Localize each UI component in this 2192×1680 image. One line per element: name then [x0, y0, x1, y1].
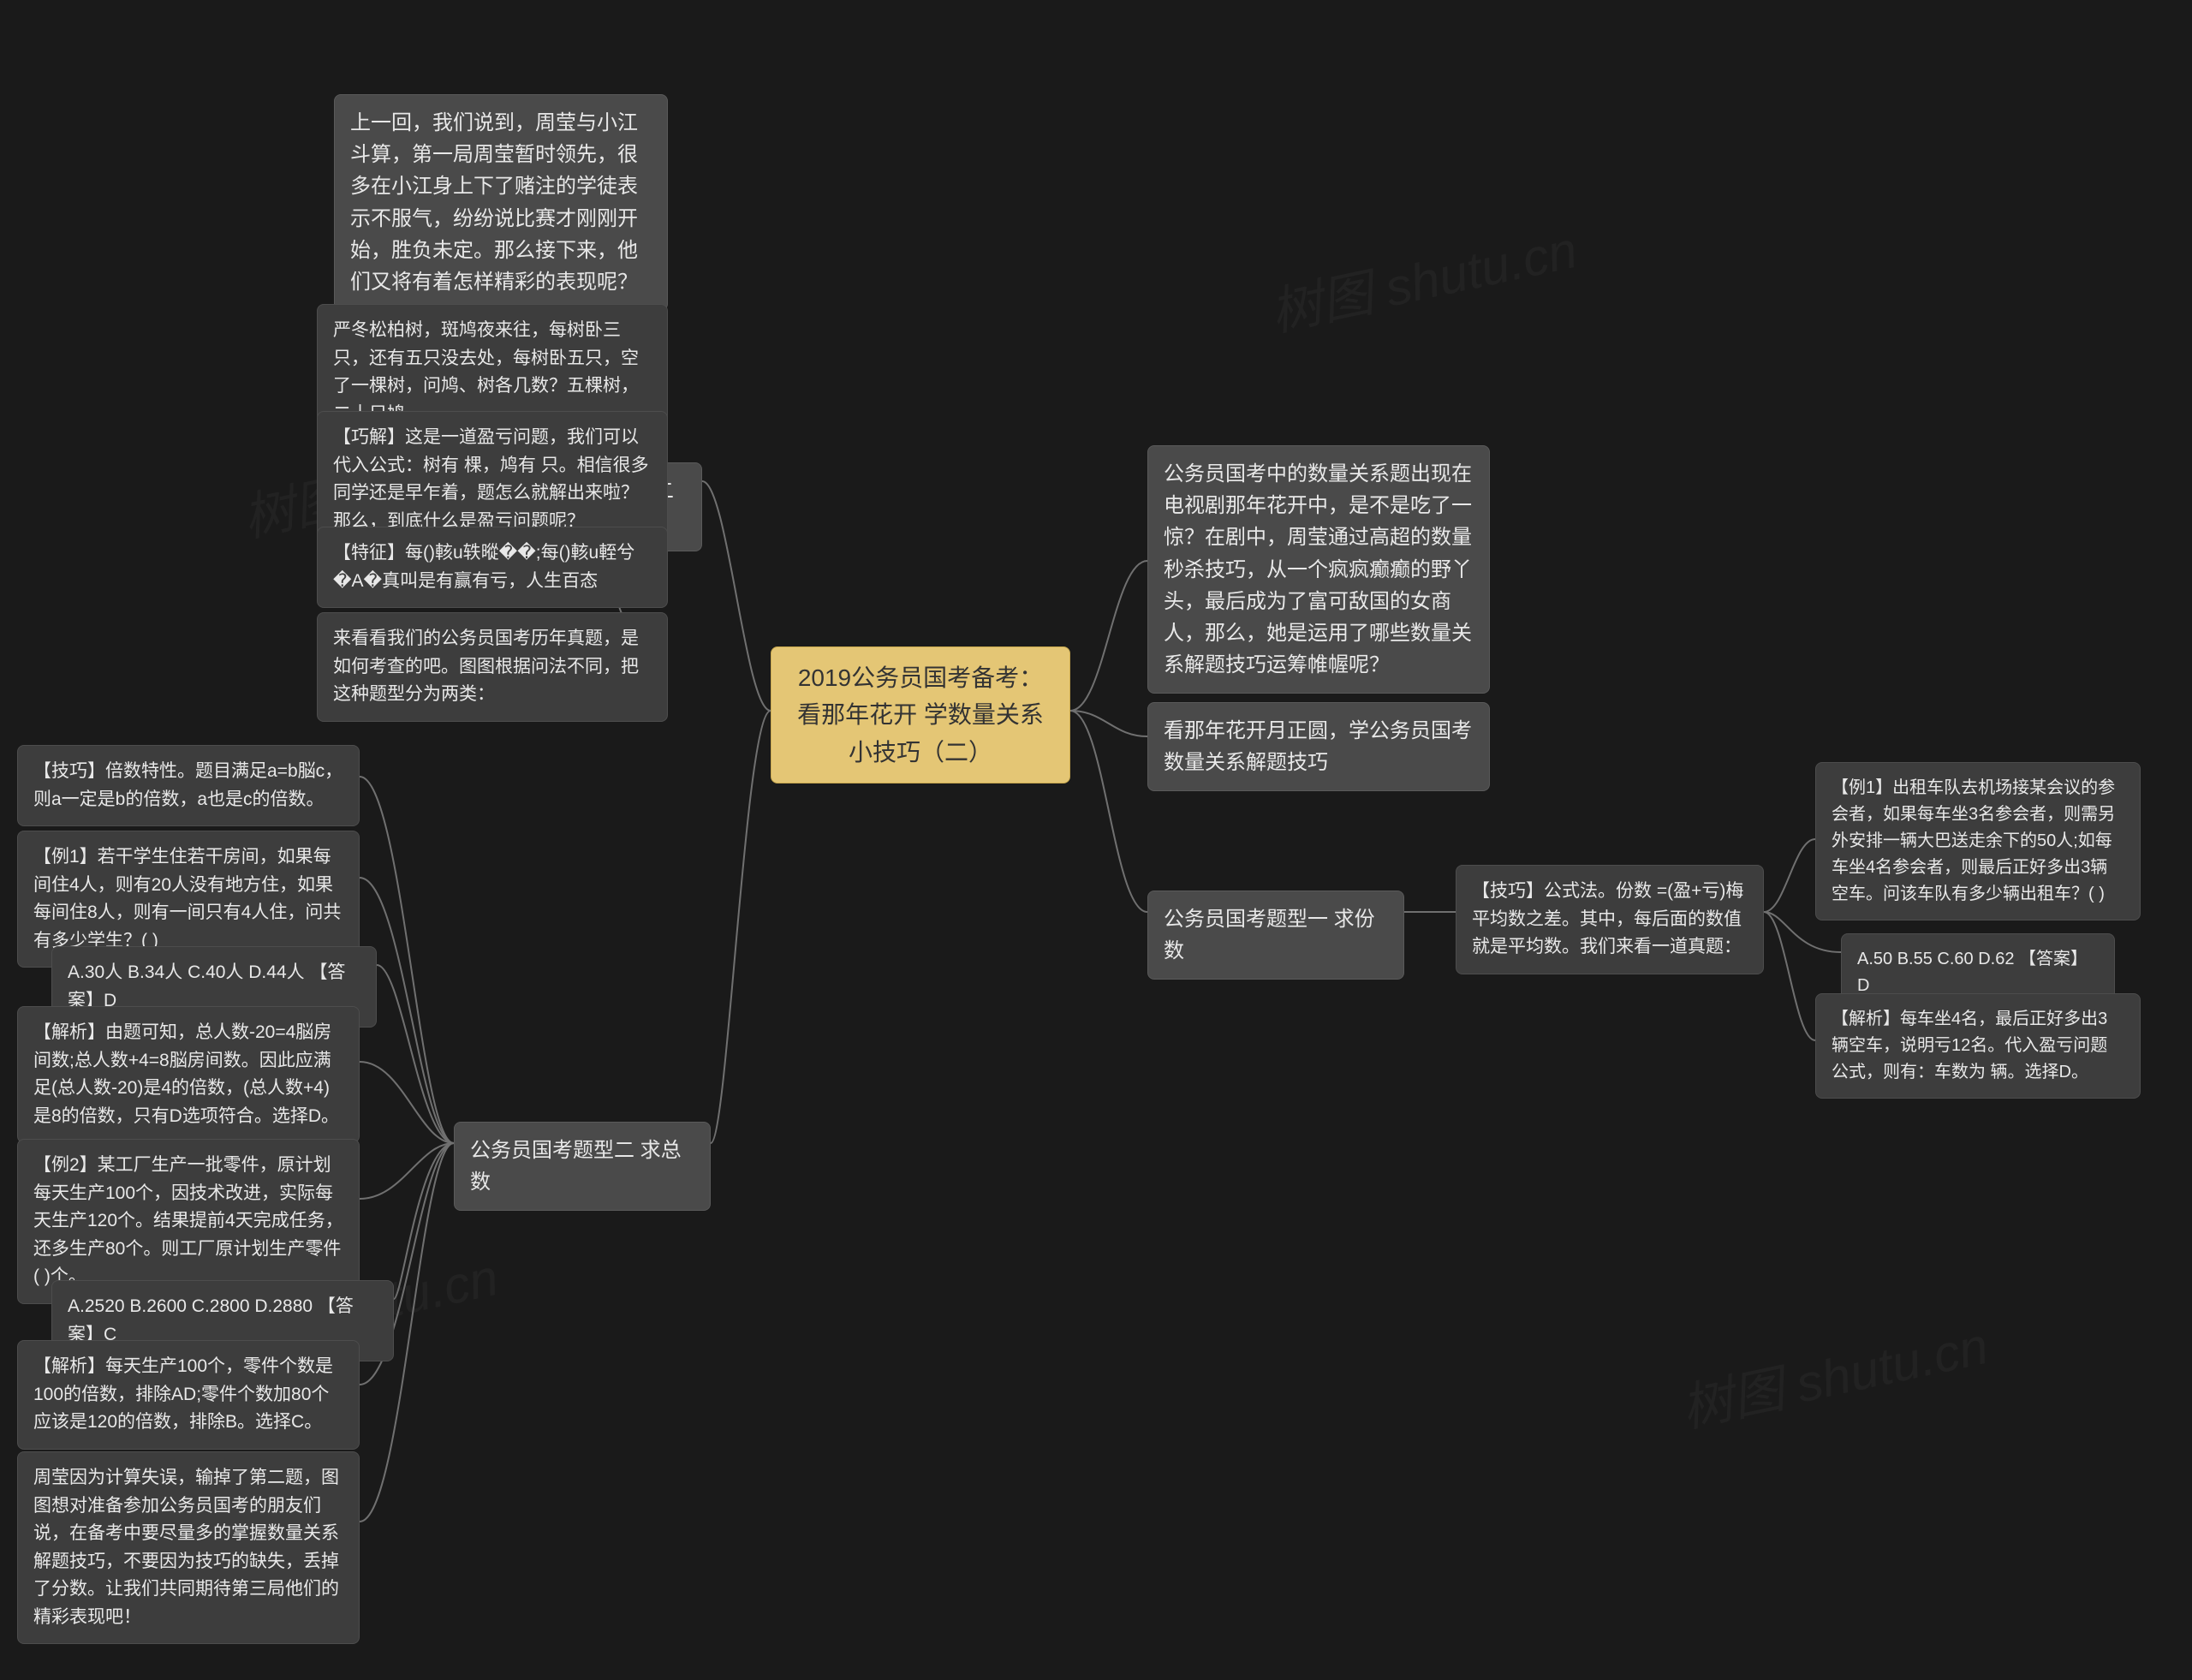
connector	[1070, 711, 1147, 736]
node-type2-example2[interactable]: 【例2】某工厂生产一批零件，原计划每天生产100个，因技术改进，实际每天生产12…	[17, 1139, 360, 1304]
connector	[711, 711, 771, 1143]
watermark: 树图 shutu.cn	[1263, 208, 1583, 346]
node-type2-ex1-analysis[interactable]: 【解析】由题可知，总人数-20=4脳房间数;总人数+4=8脳房间数。因此应满足(…	[17, 1006, 360, 1143]
connector	[1070, 711, 1147, 912]
watermark: 树图 shutu.cn	[1674, 1304, 1994, 1442]
connector	[360, 1143, 454, 1199]
node-q2-story[interactable]: 上一回，我们说到，周莹与小江斗算，第一局周莹暂时领先，很多在小江身上下了赌注的学…	[334, 94, 668, 311]
node-type2-technique[interactable]: 【技巧】倍数特性。题目满足a=b脳c，则a一定是b的倍数，a也是c的倍数。	[17, 745, 360, 826]
connector	[360, 1062, 454, 1143]
node-intro-paragraph[interactable]: 公务员国考中的数量关系题出现在电视剧那年花开中，是不是吃了一惊？在剧中，周莹通过…	[1147, 445, 1490, 694]
node-subtitle[interactable]: 看那年花开月正圆，学公务员国考数量关系解题技巧	[1147, 702, 1490, 791]
connector	[702, 481, 771, 711]
node-q2-followup[interactable]: 来看看我们的公务员国考历年真题，是如何考查的吧。图图根据问法不同，把这种题型分为…	[317, 612, 668, 722]
node-q2-feature[interactable]: 【特征】每()輆u轶暰��;每()輆u輊兮�A�真叫是有赢有亏，人生百态	[317, 527, 668, 608]
node-type1-example1[interactable]: 【例1】出租车队去机场接某会议的参会者，如果每车坐3名参会者，则需另外安排一辆大…	[1815, 762, 2141, 920]
connector	[394, 1143, 454, 1299]
connector	[1764, 912, 1815, 1040]
connector	[1764, 839, 1815, 912]
node-type1-technique[interactable]: 【技巧】公式法。份数 =(盈+亏)梅平均数之差。其中，每后面的数值就是平均数。我…	[1456, 865, 1764, 974]
node-type2-conclusion[interactable]: 周莹因为计算失误，输掉了第二题，图图想对准备参加公务员国考的朋友们说，在备考中要…	[17, 1451, 360, 1644]
node-type2-ex2-analysis[interactable]: 【解析】每天生产100个，零件个数是100的倍数，排除AD;零件个数加80个应该…	[17, 1340, 360, 1450]
node-type2-title[interactable]: 公务员国考题型二 求总数	[454, 1122, 711, 1211]
node-type1-title[interactable]: 公务员国考题型一 求份数	[1147, 891, 1404, 980]
connector	[1070, 561, 1147, 711]
root-node[interactable]: 2019公务员国考备考：看那年花开 学数量关系小技巧（二）	[771, 646, 1070, 783]
node-type1-analysis[interactable]: 【解析】每车坐4名，最后正好多出3辆空车，说明亏12名。代入盈亏问题公式，则有：…	[1815, 993, 2141, 1099]
connector	[377, 965, 454, 1143]
